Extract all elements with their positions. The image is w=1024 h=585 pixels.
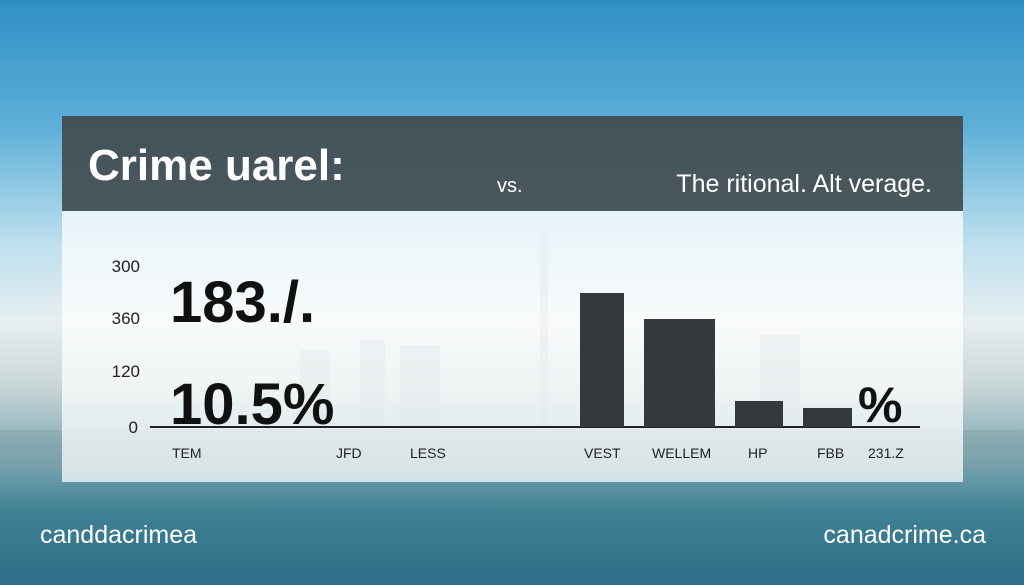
big-figure: 183./.	[170, 270, 315, 335]
bar-shape	[644, 319, 715, 427]
x-label: 231.Z	[868, 445, 904, 461]
x-label: JFD	[336, 445, 362, 461]
x-label: TEM	[172, 445, 202, 461]
axis-label: 0	[129, 418, 138, 437]
title: Crime uarel:	[88, 141, 345, 190]
x-label: WELLEM	[652, 445, 711, 461]
x-label: VEST	[584, 445, 621, 461]
axis-label: 120	[112, 362, 140, 381]
subtitle: The ritional. Alt verage.	[676, 170, 932, 198]
x-label: LESS	[410, 445, 446, 461]
axis-label: 360	[112, 309, 140, 328]
footer-right: canadcrime.ca	[823, 521, 986, 549]
header-band	[62, 116, 963, 211]
footer-left: canddacrimea	[40, 521, 197, 549]
vs-label: vs.	[497, 175, 523, 197]
percent-sign: %	[858, 377, 902, 433]
panel	[62, 211, 963, 482]
bar-shape	[803, 408, 852, 427]
axis-label: 300	[112, 257, 140, 276]
x-label: HP	[748, 445, 767, 461]
bar-shape	[735, 401, 783, 427]
bar-shape	[580, 293, 624, 427]
x-label: FBB	[817, 445, 844, 461]
